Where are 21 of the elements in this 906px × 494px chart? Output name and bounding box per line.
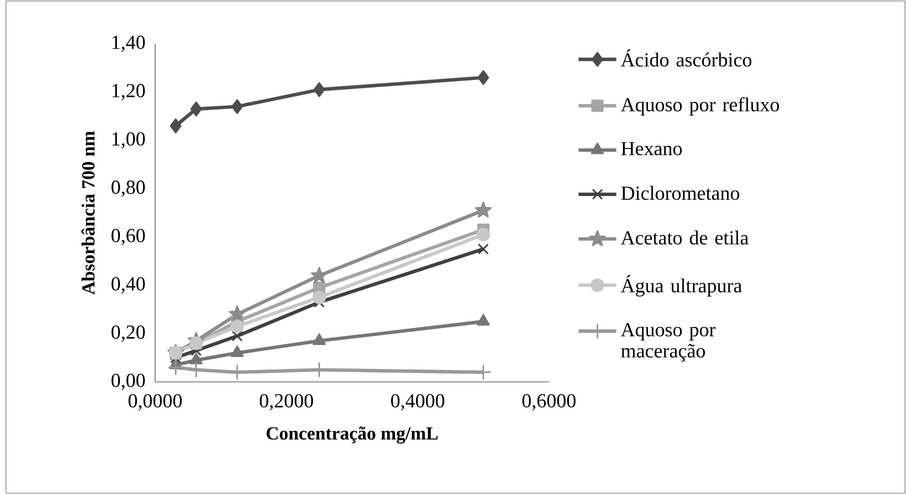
y-tick-label: 0,20 <box>112 325 145 342</box>
y-tick-label: 0,00 <box>112 374 145 390</box>
legend-label: Ácido ascórbico <box>620 49 752 66</box>
x-tick-label: 0,6000 <box>522 394 576 410</box>
x-tick-label: 0,0000 <box>128 394 182 410</box>
legend-label: Água ultrapura <box>620 275 742 296</box>
y-tick-label: 0,40 <box>112 277 145 294</box>
x-axis-title: Concentração mg/mL <box>266 426 438 444</box>
y-tick-label: 0,80 <box>112 180 145 197</box>
x-tick-label: 0,4000 <box>391 394 444 410</box>
legend-label: Acetato de etila <box>620 230 749 244</box>
y-tick-label: 1,20 <box>112 84 145 100</box>
legend-label: Aquoso por refluxo <box>620 97 779 116</box>
y-axis-title: Absorbância 700 nm <box>81 131 95 295</box>
y-tick-label: 1,40 <box>112 35 145 52</box>
legend-label: Aquoso por maceração <box>620 322 716 362</box>
y-tick-label: 1,00 <box>112 132 145 148</box>
x-tick-label: 0,2000 <box>260 394 314 410</box>
legend-label: Diclorometano <box>621 186 740 200</box>
y-tick-label: 0,60 <box>112 228 145 245</box>
legend-label: Hexano <box>621 142 682 156</box>
